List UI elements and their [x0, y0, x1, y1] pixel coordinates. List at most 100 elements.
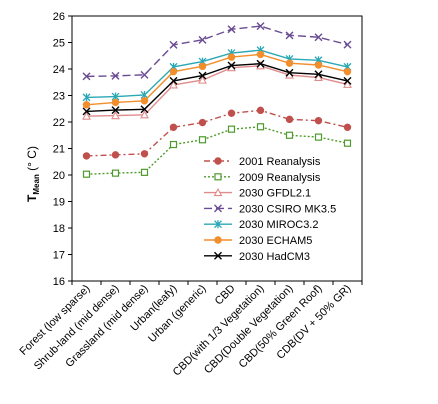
data-point-2009-reanalysis	[169, 140, 178, 149]
data-point-2001-reanalysis	[343, 123, 352, 132]
data-point-2030-gfdl2-1	[343, 79, 352, 88]
data-point-2001-reanalysis	[227, 109, 236, 117]
series-line-2009-reanalysis	[86, 126, 348, 175]
legend-swatch-marker	[213, 187, 223, 197]
legend-item-2009-reanalysis: 2009 Reanalysis	[204, 172, 321, 184]
series-2030-hadcm3	[82, 59, 352, 116]
data-point-2030-csiro-mk3-5	[343, 40, 352, 49]
y-tick-label: 24	[53, 64, 65, 76]
data-point-2030-echam5	[256, 50, 265, 59]
legend-label: 2001 Reanalysis	[239, 156, 321, 168]
series-2009-reanalysis	[82, 123, 352, 178]
data-point-2009-reanalysis	[227, 125, 236, 133]
data-point-2030-csiro-mk3-5	[256, 22, 265, 31]
data-point-2030-hadcm3	[285, 68, 294, 77]
data-point-2030-echam5	[140, 97, 149, 105]
data-point-2001-reanalysis	[256, 106, 265, 115]
series-layer	[82, 22, 352, 178]
data-point-2009-reanalysis	[285, 131, 294, 139]
y-axis-title-unit: (° C)	[25, 146, 39, 174]
legend: 2001 Reanalysis 2009 Reanalysis 2030 GFDL2…	[204, 156, 336, 263]
data-point-2030-echam5	[82, 101, 91, 109]
legend-item-2030-csiro-mk3-5: 2030 CSIRO MK3.5	[204, 203, 336, 215]
legend-item-2030-hadcm3: 2030 HadCM3	[204, 251, 310, 263]
y-tick-label: 20	[53, 170, 65, 182]
data-point-2009-reanalysis	[256, 123, 265, 131]
data-point-2001-reanalysis	[140, 150, 149, 158]
y-axis-title-sub: Mean	[32, 174, 41, 195]
y-tick-label: 19	[53, 197, 65, 209]
data-point-2030-hadcm3	[111, 106, 120, 115]
data-point-2030-echam5	[169, 67, 178, 76]
y-tick-label: 25	[53, 38, 65, 50]
data-point-2030-echam5	[343, 67, 352, 76]
legend-item-2030-miroc3-2: 2030 MIROC3.2	[204, 219, 318, 231]
y-tick-label: 22	[53, 117, 65, 129]
data-point-2009-reanalysis	[111, 169, 120, 177]
data-point-2001-reanalysis	[111, 151, 120, 159]
data-point-2030-echam5	[198, 62, 207, 71]
legend-label: 2030 HadCM3	[239, 251, 310, 263]
legend-swatch-marker	[214, 157, 222, 165]
series-line-2001-reanalysis	[86, 109, 348, 157]
legend-label: 2030 GFDL2.1	[239, 188, 311, 200]
y-tick-label: 16	[53, 276, 65, 288]
legend-label: 2030 CSIRO MK3.5	[239, 203, 336, 215]
data-point-2030-echam5	[227, 53, 236, 61]
data-point-2030-hadcm3	[343, 76, 352, 85]
series-line-2030-hadcm3	[86, 62, 348, 113]
data-point-2030-gfdl2-1	[314, 72, 323, 82]
data-point-2009-reanalysis	[343, 139, 352, 147]
y-tick-label: 18	[53, 223, 65, 235]
data-point-2001-reanalysis	[82, 152, 91, 160]
data-point-2030-gfdl2-1	[82, 111, 91, 120]
data-point-2030-csiro-mk3-5	[140, 70, 149, 79]
series-line-2030-echam5	[86, 53, 348, 106]
series-line-2030-miroc3-2	[86, 49, 348, 99]
data-point-2030-hadcm3	[256, 59, 265, 68]
legend-item-2001-reanalysis: 2001 Reanalysis	[204, 156, 321, 168]
data-point-2030-echam5	[285, 59, 294, 67]
data-point-2009-reanalysis	[198, 136, 207, 144]
data-point-2030-csiro-mk3-5	[314, 33, 323, 42]
data-point-2009-reanalysis	[314, 133, 323, 141]
svg-text:TMean (° C): TMean (° C)	[25, 146, 41, 202]
data-point-2030-csiro-mk3-5	[198, 35, 207, 44]
data-point-2030-hadcm3	[198, 71, 207, 80]
y-axis-title-main: T	[25, 194, 39, 202]
data-point-2030-hadcm3	[227, 61, 236, 70]
y-tick-label: 23	[53, 91, 65, 103]
data-point-2001-reanalysis	[169, 123, 178, 132]
data-point-2030-gfdl2-1	[140, 110, 149, 119]
data-point-2030-csiro-mk3-5	[227, 25, 236, 34]
y-tick-label: 21	[53, 144, 65, 156]
data-point-2009-reanalysis	[140, 168, 149, 176]
series-2030-csiro-mk3-5	[82, 22, 352, 81]
data-point-2030-csiro-mk3-5	[111, 71, 120, 80]
data-point-2030-echam5	[314, 61, 323, 69]
series-line-2030-csiro-mk3-5	[86, 25, 348, 78]
legend-item-2030-gfdl2-1: 2030 GFDL2.1	[204, 188, 311, 200]
data-point-2030-gfdl2-1	[169, 80, 178, 89]
data-point-2030-gfdl2-1	[198, 75, 207, 84]
data-point-2030-echam5	[111, 98, 120, 107]
legend-label: 2030 ECHAM5	[239, 235, 312, 247]
legend-swatch-marker	[214, 220, 222, 229]
data-point-2030-csiro-mk3-5	[82, 72, 91, 81]
data-point-2009-reanalysis	[82, 170, 91, 178]
data-point-2030-hadcm3	[314, 70, 323, 79]
legend-label: 2030 MIROC3.2	[239, 219, 318, 231]
data-point-2001-reanalysis	[314, 116, 323, 125]
legend-swatch-marker	[214, 251, 222, 260]
y-axis-title: TMean (° C)	[25, 146, 41, 202]
y-tick-label: 17	[53, 250, 65, 262]
data-point-2030-hadcm3	[140, 105, 149, 114]
series-2030-echam5	[82, 50, 352, 109]
data-point-2001-reanalysis	[285, 115, 294, 124]
series-line-2030-gfdl2-1	[86, 65, 348, 117]
legend-swatch-marker	[214, 173, 222, 181]
series-2001-reanalysis	[82, 106, 352, 160]
legend-swatch-marker	[214, 236, 222, 244]
